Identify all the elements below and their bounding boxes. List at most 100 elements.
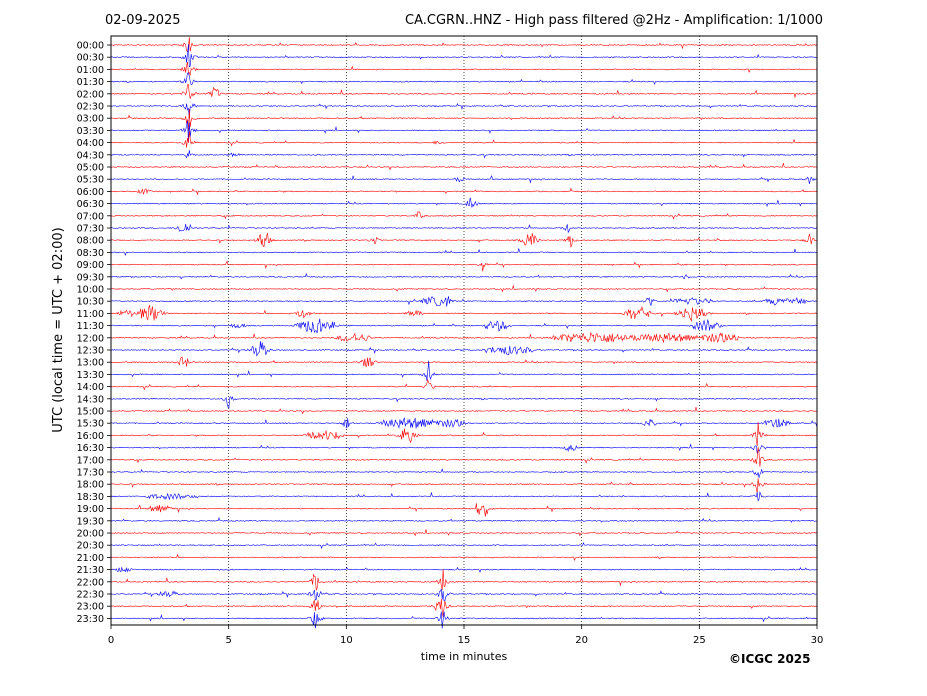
trace-row <box>110 503 817 517</box>
trace-row <box>110 468 817 478</box>
row-time-label: 17:30 <box>77 468 104 479</box>
row-time-label: 07:00 <box>77 211 104 222</box>
chart-date: 02-09-2025 <box>105 13 181 28</box>
row-time-label: 08:00 <box>77 236 104 247</box>
row-time-label: 19:00 <box>77 504 104 515</box>
row-time-label: 07:30 <box>77 224 104 235</box>
row-time-label: 11:30 <box>77 321 104 332</box>
trace-row <box>110 528 817 537</box>
trace-row <box>110 109 817 132</box>
row-time-label: 21:30 <box>77 565 104 576</box>
trace-row <box>110 478 817 494</box>
x-tick-label: 20 <box>575 635 588 646</box>
row-time-label: 03:00 <box>77 114 104 125</box>
trace-row <box>110 566 817 574</box>
y-axis-label: UTC (local time = UTC + 02:00) <box>51 227 66 432</box>
trace-row <box>110 318 817 334</box>
trace-row <box>110 417 817 429</box>
trace-row <box>110 491 817 502</box>
row-time-label: 13:00 <box>77 358 104 369</box>
row-time-label: 03:30 <box>77 126 104 137</box>
trace-row <box>110 72 817 86</box>
row-time-label: 17:00 <box>77 455 104 466</box>
row-time-label: 10:30 <box>77 297 104 308</box>
row-time-label: 14:00 <box>77 382 104 393</box>
trace-row <box>110 568 817 592</box>
trace-row <box>110 211 817 220</box>
trace-row <box>110 360 817 381</box>
row-time-label: 13:30 <box>77 370 104 381</box>
trace-row <box>110 260 817 272</box>
trace-row <box>110 61 817 76</box>
trace-row <box>110 588 817 602</box>
trace-row <box>110 273 817 280</box>
x-tick-label: 5 <box>225 635 231 646</box>
row-time-label: 10:00 <box>77 285 104 296</box>
row-time-label: 04:00 <box>77 138 104 149</box>
trace-row <box>110 541 817 550</box>
trace-row <box>110 284 817 293</box>
trace-row <box>110 296 817 307</box>
trace-row <box>110 304 817 322</box>
row-time-label: 05:30 <box>77 175 104 186</box>
row-time-label: 12:00 <box>77 333 104 344</box>
row-time-label: 11:00 <box>77 309 104 320</box>
trace-row <box>110 447 817 467</box>
trace-row <box>110 248 817 256</box>
x-tick-label: 25 <box>693 635 706 646</box>
row-time-label: 02:30 <box>77 102 104 113</box>
trace-row <box>110 356 817 367</box>
trace-row <box>110 223 817 234</box>
row-time-label: 01:00 <box>77 65 104 76</box>
row-time-label: 00:30 <box>77 53 104 64</box>
x-axis-label: time in minutes <box>421 650 508 663</box>
trace-row <box>110 84 817 99</box>
chart-title: CA.CGRN..HNZ - High pass filtered @2Hz -… <box>405 13 823 28</box>
row-time-label: 23:00 <box>77 602 104 613</box>
trace-row <box>110 187 817 196</box>
row-time-label: 05:00 <box>77 163 104 174</box>
trace-row <box>110 406 817 415</box>
copyright-notice: ©ICGC 2025 <box>729 652 811 666</box>
row-time-label: 06:00 <box>77 187 104 198</box>
row-time-label: 06:30 <box>77 199 104 210</box>
vertical-gridlines <box>228 36 700 625</box>
trace-row <box>110 422 817 447</box>
row-time-label: 00:00 <box>77 41 104 52</box>
trace-row <box>110 341 817 357</box>
trace-row <box>110 120 817 143</box>
row-time-label: 15:00 <box>77 407 104 418</box>
trace-row <box>110 197 817 208</box>
row-time-label: 20:30 <box>77 541 104 552</box>
trace-row <box>110 443 817 454</box>
row-time-label: 09:30 <box>77 272 104 283</box>
row-time-label: 18:30 <box>77 492 104 503</box>
row-time-label: 19:30 <box>77 516 104 527</box>
row-time-label: 14:30 <box>77 394 104 405</box>
row-time-label: 12:30 <box>77 346 104 357</box>
row-time-label: 23:30 <box>77 614 104 625</box>
row-time-label: 04:30 <box>77 150 104 161</box>
trace-row <box>110 378 817 391</box>
row-time-label: 15:30 <box>77 419 104 430</box>
trace-row <box>110 131 817 148</box>
row-time-label: 22:30 <box>77 590 104 601</box>
row-time-label: 22:00 <box>77 577 104 588</box>
trace-row <box>110 517 817 523</box>
trace-rows <box>110 37 817 629</box>
trace-row <box>110 175 817 184</box>
row-time-label: 01:30 <box>77 77 104 88</box>
row-time-label: 21:00 <box>77 553 104 564</box>
x-tick-label: 0 <box>108 635 114 646</box>
trace-row <box>110 37 817 53</box>
row-time-label: 09:00 <box>77 260 104 271</box>
row-time-label: 16:30 <box>77 443 104 454</box>
x-tick-label: 10 <box>340 635 353 646</box>
x-tick-label: 15 <box>458 635 471 646</box>
trace-row <box>110 162 817 171</box>
trace-row <box>110 599 817 618</box>
trace-row <box>110 44 817 68</box>
x-tick-label: 30 <box>811 635 824 646</box>
